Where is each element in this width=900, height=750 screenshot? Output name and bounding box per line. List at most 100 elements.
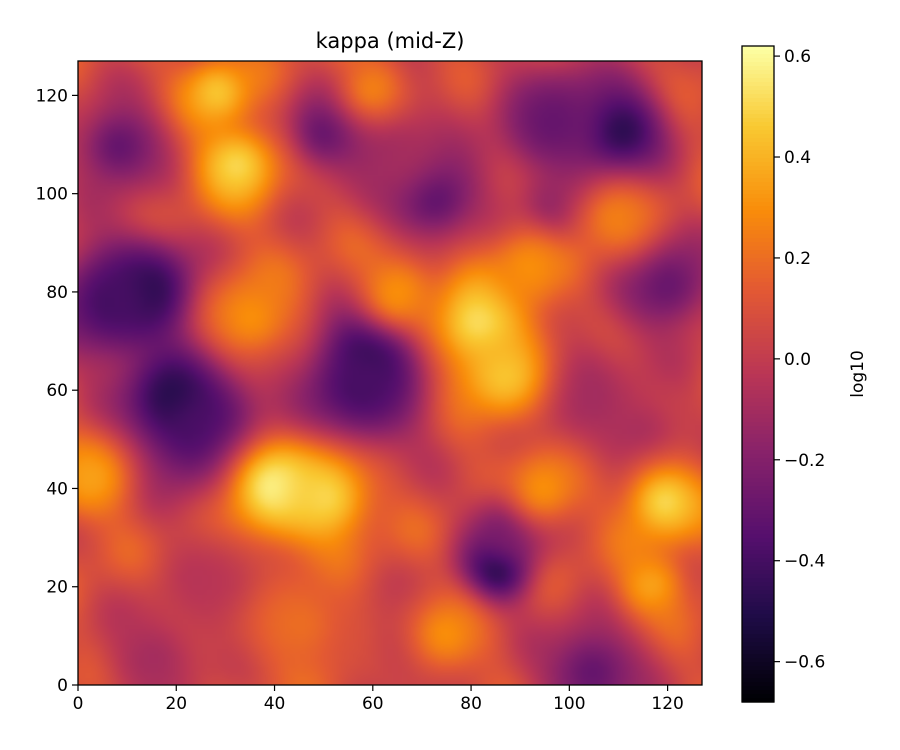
colorbar-segment (742, 310, 774, 315)
y-tick-label: 40 (46, 479, 68, 499)
colorbar-segment (742, 678, 774, 683)
heatmap-image (78, 61, 702, 685)
colorbar-segment (742, 406, 774, 411)
colorbar-segment (742, 294, 774, 299)
colorbar-segment (742, 198, 774, 203)
colorbar-segment (742, 626, 774, 631)
colorbar-segment (742, 46, 774, 51)
colorbar-segment (742, 630, 774, 635)
colorbar-segment (742, 326, 774, 331)
colorbar-segment (742, 230, 774, 235)
colorbar-segment (742, 398, 774, 403)
colorbar-segment (742, 502, 774, 507)
colorbar-frame (741, 45, 775, 703)
colorbar-segment (742, 338, 774, 343)
colorbar-segment (742, 378, 774, 383)
colorbar-segment (742, 454, 774, 459)
colorbar-segment (742, 622, 774, 627)
colorbar-segment (742, 466, 774, 471)
colorbar-segment (742, 654, 774, 659)
colorbar-segment (742, 422, 774, 427)
colorbar-segment (742, 322, 774, 327)
heatmap (78, 61, 702, 685)
colorbar-segment (742, 446, 774, 451)
colorbar-segment (742, 366, 774, 371)
colorbar-segment (742, 82, 774, 87)
colorbar-segment (742, 570, 774, 575)
colorbar-segment (742, 514, 774, 519)
colorbar-segment (742, 66, 774, 71)
colorbar-segment (742, 318, 774, 323)
colorbar-segment (742, 530, 774, 535)
colorbar-segment (742, 190, 774, 195)
colorbar-tick-label: 0.4 (784, 148, 811, 168)
colorbar-segment (742, 610, 774, 615)
colorbar-segment (742, 614, 774, 619)
colorbar-segment (742, 418, 774, 423)
colorbar-segment (742, 290, 774, 295)
colorbar-segment (742, 286, 774, 291)
colorbar-segment (742, 542, 774, 547)
colorbar-segment (742, 158, 774, 163)
colorbar-tick-label: 0.2 (784, 249, 811, 269)
colorbar-segment (742, 658, 774, 663)
plot-frame (77, 60, 703, 686)
colorbar-segment (742, 358, 774, 363)
colorbar-segment (742, 510, 774, 515)
colorbar-segment (742, 662, 774, 667)
colorbar-segment (742, 130, 774, 135)
colorbar-segment (742, 506, 774, 511)
colorbar-segment (742, 574, 774, 579)
colorbar-segment (742, 666, 774, 671)
colorbar-segment (742, 278, 774, 283)
colorbar-segment (742, 214, 774, 219)
colorbar-segment (742, 694, 774, 699)
colorbar-segment (742, 606, 774, 611)
colorbar-tick-label: −0.4 (784, 552, 825, 572)
colorbar-segment (742, 410, 774, 415)
colorbar-segment (742, 102, 774, 107)
colorbar-segment (742, 50, 774, 55)
colorbar-segment (742, 634, 774, 639)
colorbar-segment (742, 74, 774, 79)
chart-title: kappa (mid-Z) (316, 29, 465, 53)
x-tick-label: 120 (651, 694, 683, 714)
colorbar-segment (742, 650, 774, 655)
colorbar-segment (742, 94, 774, 99)
y-tick-label: 0 (57, 676, 68, 696)
colorbar-segment (742, 438, 774, 443)
colorbar-segment (742, 430, 774, 435)
colorbar-segment (742, 498, 774, 503)
colorbar-segment (742, 546, 774, 551)
colorbar-tick-label: −0.6 (784, 653, 825, 673)
colorbar-segment (742, 134, 774, 139)
colorbar-segment (742, 270, 774, 275)
colorbar-tick-label: 0.6 (784, 47, 811, 67)
colorbar-segment (742, 474, 774, 479)
colorbar-segment (742, 202, 774, 207)
y-tick-label: 120 (36, 86, 68, 106)
colorbar-segment (742, 690, 774, 695)
colorbar-segment (742, 534, 774, 539)
colorbar-segment (742, 578, 774, 583)
y-tick-label: 20 (46, 578, 68, 598)
colorbar-segment (742, 206, 774, 211)
colorbar-segment (742, 242, 774, 247)
colorbar-segment (742, 186, 774, 191)
colorbar-segment (742, 402, 774, 407)
colorbar-segment (742, 210, 774, 215)
x-tick-label: 60 (362, 694, 384, 714)
colorbar-segment (742, 426, 774, 431)
y-tick-label: 100 (36, 185, 68, 205)
colorbar-segment (742, 586, 774, 591)
colorbar-segment (742, 590, 774, 595)
colorbar-segment (742, 302, 774, 307)
colorbar-segment (742, 330, 774, 335)
colorbar-segment (742, 182, 774, 187)
colorbar-segment (742, 218, 774, 223)
colorbar-segment (742, 562, 774, 567)
x-tick-label: 80 (460, 694, 482, 714)
colorbar-segment (742, 258, 774, 263)
colorbar-segment (742, 450, 774, 455)
colorbar-segment (742, 462, 774, 467)
